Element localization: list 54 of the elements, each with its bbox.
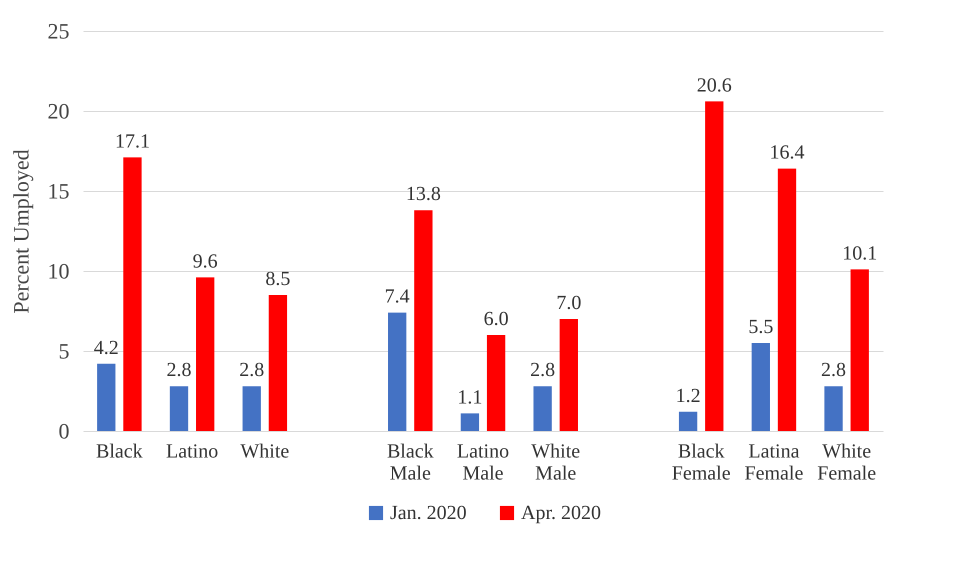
legend-label: Jan. 2020 (390, 502, 467, 524)
y-axis-title: Percent Umployed (8, 149, 34, 314)
bar (560, 319, 578, 431)
x-tick-label: Black Male (386, 440, 434, 484)
bar (778, 168, 796, 431)
bar (824, 386, 843, 431)
x-tick-label: White Male (531, 440, 580, 484)
data-label: 6.0 (484, 308, 509, 330)
data-label: 16.4 (770, 142, 804, 164)
bar (850, 269, 869, 431)
data-label: 5.5 (748, 316, 774, 338)
x-tick-label: White (240, 440, 290, 462)
bar (414, 210, 433, 431)
legend-label: Apr. 2020 (521, 502, 601, 524)
x-tick-label: Latino Male (456, 440, 510, 484)
bar (460, 413, 480, 431)
y-tick-label: 20 (48, 98, 70, 124)
bar (486, 335, 506, 431)
bar (533, 386, 552, 431)
bar (123, 157, 142, 431)
x-tick-label: Latina Female (744, 440, 804, 484)
x-tick-label: Black Female (672, 440, 731, 484)
data-label: 10.1 (842, 242, 878, 264)
y-tick-label: 15 (48, 178, 70, 204)
bar (752, 343, 770, 431)
data-label: 20.6 (696, 74, 732, 96)
bar (170, 386, 188, 431)
data-label: 13.8 (406, 183, 441, 206)
data-label: 2.8 (239, 359, 264, 382)
x-tick-label: Latino (166, 440, 218, 462)
bar (97, 364, 116, 431)
data-label: 7.0 (556, 292, 582, 314)
data-label: 8.5 (265, 268, 290, 290)
y-tick-label: 25 (48, 18, 70, 44)
y-tick-label: 0 (58, 418, 70, 444)
data-label: 9.6 (192, 250, 218, 272)
data-label: 1.2 (676, 384, 701, 407)
data-label: 1.1 (457, 386, 482, 408)
data-label: 2.8 (821, 359, 846, 382)
data-label: 2.8 (166, 359, 192, 382)
data-label: 7.4 (384, 286, 410, 308)
y-tick-label: 10 (48, 258, 70, 284)
x-tick-label: Black (96, 440, 143, 462)
bar (388, 312, 406, 431)
bar (242, 386, 261, 431)
bar (678, 412, 698, 431)
bar (196, 277, 214, 431)
bar (705, 101, 724, 431)
y-tick-label: 5 (58, 338, 70, 364)
data-label: 2.8 (530, 359, 556, 382)
data-label: 4.2 (94, 336, 119, 359)
bar (268, 295, 288, 431)
data-label: 17.1 (114, 130, 150, 152)
x-tick-label: White Female (817, 440, 876, 484)
